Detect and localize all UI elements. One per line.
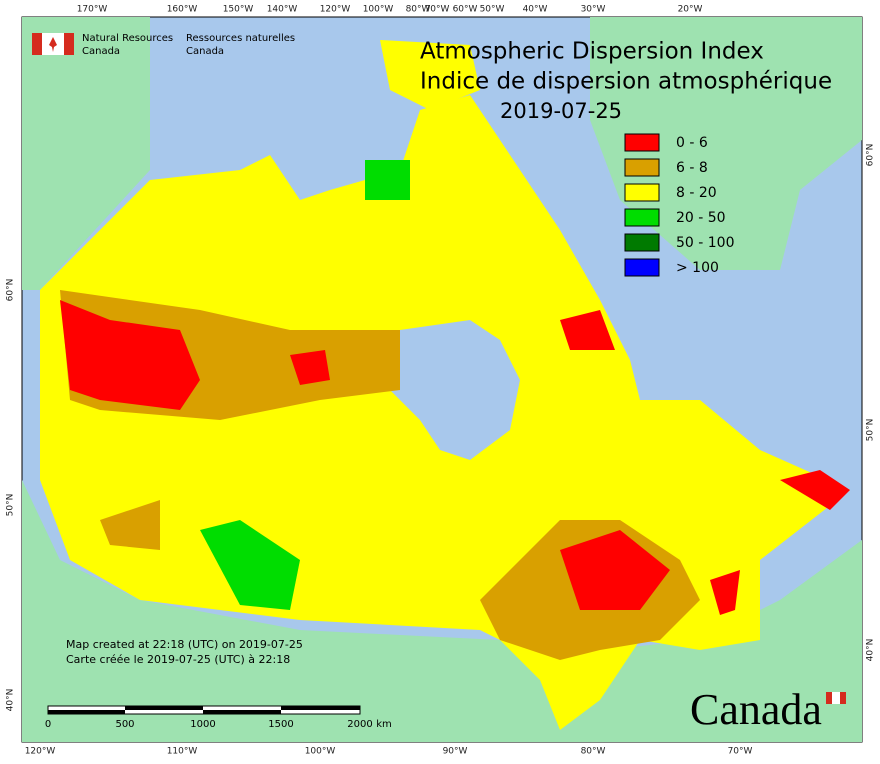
longitude-label: 170°W [77,5,108,15]
latitude-label: 60°N [866,144,876,167]
legend-swatch [624,233,660,252]
scale-label: 1500 [268,719,293,730]
legend-label: 8 - 20 [676,185,717,201]
nrcan-logo [32,33,74,55]
longitude-label: 140°W [267,5,298,15]
scale-label: 2000 [347,719,372,730]
scale-label: km [376,719,392,730]
longitude-label: 90°W [443,747,468,757]
title-en: Atmospheric Dispersion Index [420,39,764,65]
longitude-label: 160°W [167,5,198,15]
longitude-label: 20°W [678,5,703,15]
longitude-label: 100°W [305,747,336,757]
longitude-label: 30°W [581,5,606,15]
scale-label: 0 [45,719,51,730]
title-date: 2019-07-25 [500,99,622,123]
legend-label: > 100 [676,260,719,276]
longitude-label: 80°W [581,747,606,757]
longitude-label: 70°W [728,747,753,757]
latitude-label: 50°N [6,494,16,517]
longitude-label: 80°W [406,5,431,15]
wordmark-flag [826,692,846,704]
legend-swatch [624,208,660,227]
scale-label: 1000 [190,719,215,730]
org-name-fr: Canada [186,46,224,57]
wordmark: Canada [690,685,822,734]
longitude-label: 150°W [223,5,254,15]
title-fr: Indice de dispersion atmosphérique [420,69,832,95]
legend-swatch [624,183,660,202]
longitude-label: 70°W [425,5,450,15]
legend-label: 50 - 100 [676,235,735,251]
scale-bar [47,705,361,715]
longitude-label: 60°W [453,5,478,15]
legend-label: 20 - 50 [676,210,726,226]
credit-line: Carte créée le 2019-07-25 (UTC) à 22:18 [66,653,290,666]
land-other [22,17,862,742]
legend-swatch [624,158,660,177]
latitude-label: 50°N [866,419,876,442]
credit-line: Map created at 22:18 (UTC) on 2019-07-25 [66,638,303,651]
org-name-en: Canada [82,46,120,57]
org-name-fr: Ressources naturelles [186,33,295,44]
canada [40,40,850,730]
longitude-label: 120°W [320,5,351,15]
latitude-label: 40°N [6,689,16,712]
legend-swatch [624,133,660,152]
longitude-label: 100°W [363,5,394,15]
org-name-en: Natural Resources [82,33,173,44]
legend-label: 6 - 8 [676,160,708,176]
longitude-label: 110°W [167,747,198,757]
legend-label: 0 - 6 [676,135,708,151]
latitude-label: 40°N [866,639,876,662]
longitude-label: 40°W [523,5,548,15]
scale-label: 500 [115,719,134,730]
legend-swatch [624,258,660,277]
longitude-label: 50°W [480,5,505,15]
latitude-label: 60°N [6,279,16,302]
longitude-label: 120°W [25,747,56,757]
